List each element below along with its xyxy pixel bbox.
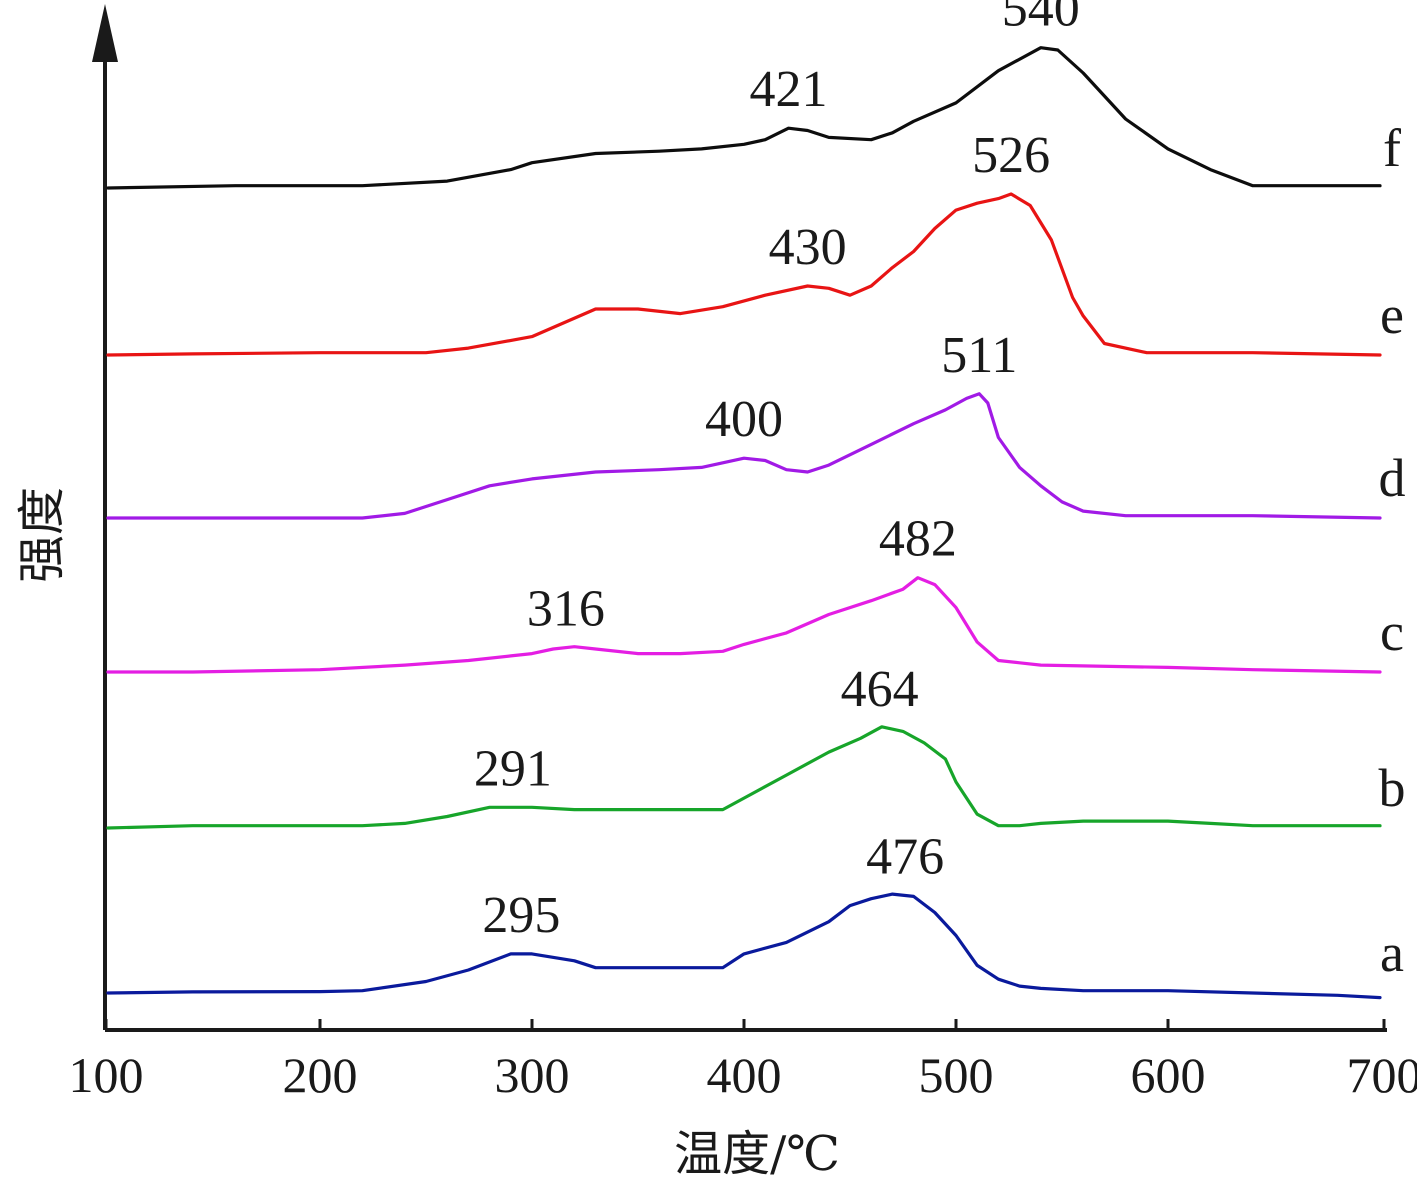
peak-label-a-476: 476 (866, 828, 944, 885)
series-label-a: a (1380, 923, 1404, 983)
peak-label-f-540: 540 (1002, 0, 1080, 38)
x-axis-title: 温度/℃ (674, 1126, 840, 1181)
x-tick-label-700: 700 (1347, 1047, 1417, 1103)
x-tick-label-300: 300 (495, 1047, 570, 1103)
x-tick-label-400: 400 (707, 1047, 782, 1103)
x-tick-label-100: 100 (69, 1047, 144, 1103)
y-axis-arrow (92, 4, 118, 62)
peak-label-c-482: 482 (879, 511, 957, 568)
series-label-c: c (1380, 602, 1404, 662)
peak-label-e-526: 526 (972, 127, 1050, 184)
series-label-b: b (1379, 758, 1406, 818)
x-axis-tick-labels: 100 200 300 400 500 600 700 (69, 1047, 1417, 1103)
peak-label-d-511: 511 (941, 327, 1017, 384)
x-tick-label-600: 600 (1131, 1047, 1206, 1103)
series-line-d (106, 392, 1382, 520)
x-tick-label-200: 200 (283, 1047, 358, 1103)
series-label-e: e (1380, 285, 1404, 345)
series-label-d: d (1379, 448, 1406, 508)
peak-label-f-421: 421 (750, 61, 828, 118)
series-labels: a b c d e f (1379, 118, 1406, 983)
x-axis-ticks (104, 1019, 1386, 1030)
peak-label-a-295: 295 (482, 887, 560, 944)
peak-label-e-430: 430 (769, 219, 847, 276)
series-line-c (106, 576, 1382, 674)
peak-label-d-400: 400 (705, 391, 783, 448)
peak-label-b-291: 291 (474, 740, 552, 797)
y-axis-title: 强度 (14, 487, 70, 583)
series-line-f (106, 46, 1382, 190)
series-line-a (106, 892, 1382, 1000)
series-layer (106, 46, 1382, 1000)
series-line-e (106, 192, 1382, 357)
series-line-b (106, 725, 1382, 830)
peak-labels: 295 476 291 464 316 482 400 511 430 526 421 540 (474, 0, 1080, 944)
peak-label-b-464: 464 (841, 661, 919, 718)
series-label-f: f (1383, 118, 1401, 178)
peak-label-c-316: 316 (527, 581, 605, 638)
x-tick-label-500: 500 (919, 1047, 994, 1103)
